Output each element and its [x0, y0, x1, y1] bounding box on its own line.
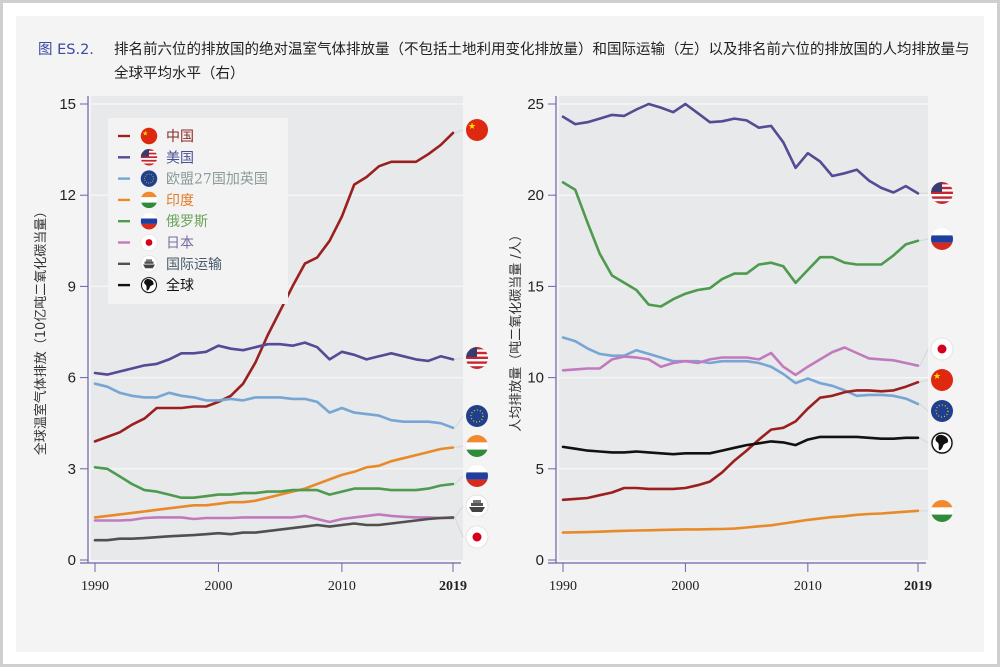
eu-flag-icon	[465, 404, 489, 428]
series-line-russia	[561, 181, 920, 308]
icon-connector	[454, 505, 464, 518]
right-chart: 0 5 10 15 20 25 1990 2000 2010 2019 人均排放量（吨二氧化碳当量 …	[509, 96, 954, 594]
series-line-japan	[561, 346, 920, 377]
series-line-usa	[561, 102, 920, 195]
china-flag-icon	[140, 127, 158, 145]
x-tick-label: 2010	[328, 579, 356, 594]
legend-label-russia: 俄罗斯	[166, 214, 208, 230]
series-line-usa	[93, 341, 455, 376]
eu-flag-icon	[140, 169, 158, 188]
legend-label-shipping: 国际运输	[166, 257, 222, 273]
x-tick-label: 2000	[671, 579, 699, 594]
russia-flag-icon	[140, 213, 157, 230]
legend-label-eu: 欧盟27国加英国	[166, 171, 268, 188]
icon-connector	[454, 517, 464, 538]
y-tick-label: 6	[68, 370, 76, 387]
legend-box	[108, 118, 288, 304]
y-axis-label: 全球温室气体排放（10亿吨二氧化碳当量）	[33, 205, 49, 456]
icon-connector	[454, 475, 464, 485]
x-tick-label: 2019	[439, 579, 467, 594]
icon-connector	[919, 403, 929, 412]
icon-connector	[919, 348, 929, 366]
ship-icon	[465, 494, 489, 518]
figure-label: 图 ES.2.	[38, 42, 94, 58]
russia-flag-icon	[931, 228, 954, 251]
icon-connector	[454, 415, 464, 429]
legend-label-usa: 美国	[166, 150, 194, 166]
russia-flag-icon	[466, 465, 489, 488]
legend-label-india: 印度	[166, 193, 194, 209]
y-tick-label: 3	[68, 461, 76, 478]
caption-text: 排名前六位的排放国的绝对温室气体排放量（不包括土地利用变化排放量）和国际运输（左…	[114, 42, 970, 82]
x-tick-label: 2000	[204, 579, 232, 594]
icon-connector	[454, 129, 464, 134]
series-line-india	[93, 446, 455, 519]
series-line-japan	[93, 513, 455, 524]
icon-connector	[454, 445, 464, 449]
icon-connector	[919, 437, 929, 444]
china-flag-icon	[930, 368, 954, 392]
series-line-world	[561, 435, 920, 456]
globe-icon	[140, 276, 158, 295]
y-tick-label: 10	[527, 370, 544, 387]
x-tick-label: 2019	[904, 579, 932, 594]
usa-flag-icon	[931, 182, 954, 205]
ship-icon	[140, 255, 158, 273]
y-tick-label: 15	[527, 278, 544, 295]
x-tick-label: 2010	[794, 579, 822, 594]
series-line-china	[93, 131, 455, 443]
x-tick-label: 1990	[81, 579, 109, 594]
y-tick-label: 9	[68, 278, 76, 295]
legend-label-japan: 日本	[166, 236, 194, 252]
y-tick-label: 15	[59, 96, 76, 113]
y-tick-label: 0	[536, 552, 544, 569]
china-flag-icon	[465, 118, 489, 142]
japan-flag-icon	[930, 337, 954, 361]
india-flag-icon	[931, 500, 954, 523]
y-tick-label: 12	[59, 187, 76, 204]
series-line-eu	[93, 382, 455, 430]
icon-connector	[919, 238, 929, 242]
usa-flag-icon	[140, 149, 157, 166]
icon-connector	[919, 379, 929, 383]
y-axis-label: 人均排放量（吨二氧化碳当量 /人）	[509, 228, 524, 432]
series-line-china	[561, 380, 920, 502]
globe-icon	[930, 431, 954, 455]
eu-flag-icon	[930, 399, 954, 423]
series-line-shipping	[93, 516, 455, 542]
india-flag-icon	[140, 191, 157, 208]
series-line-eu	[561, 336, 920, 406]
series-line-russia	[93, 465, 455, 500]
y-tick-label: 20	[527, 187, 544, 204]
legend-label-world: 全球	[166, 277, 194, 294]
y-tick-label: 0	[68, 552, 76, 569]
plot-area	[559, 96, 928, 560]
india-flag-icon	[466, 435, 489, 458]
usa-flag-icon	[466, 347, 489, 370]
japan-flag-icon	[465, 525, 489, 549]
icon-connector	[454, 357, 464, 360]
japan-flag-icon	[140, 233, 158, 252]
x-tick-label: 1990	[549, 579, 577, 594]
legend-label-china: 中国	[166, 129, 194, 145]
y-tick-label: 25	[527, 96, 544, 113]
series-line-india	[561, 509, 920, 534]
y-tick-label: 5	[536, 461, 544, 478]
